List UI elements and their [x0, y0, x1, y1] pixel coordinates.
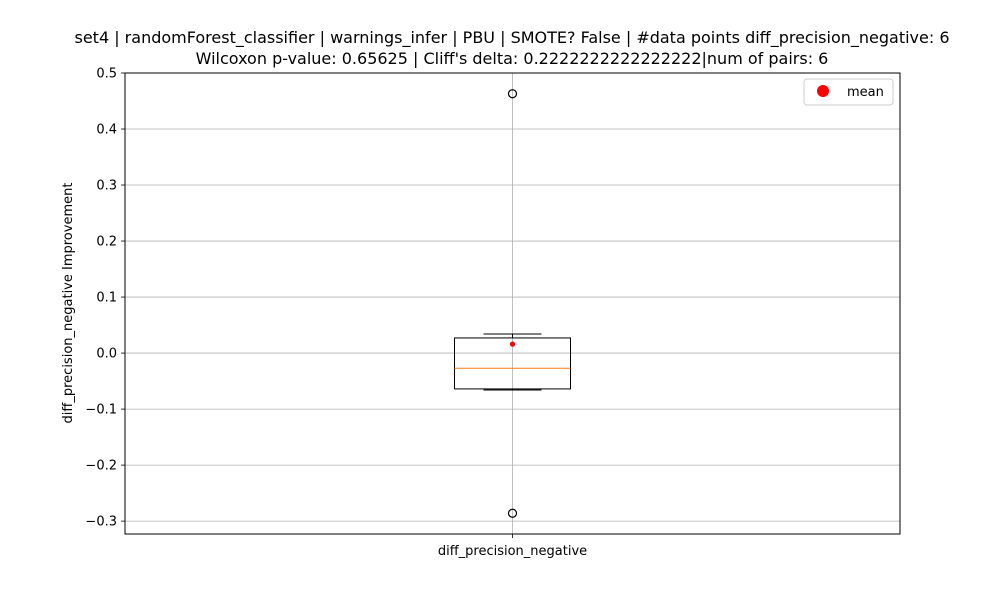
outlier-point — [507, 89, 518, 99]
y-tick-label: −0.3 — [85, 515, 117, 530]
legend-mean-label: mean — [847, 85, 884, 100]
y-tick-label: 0.4 — [96, 123, 117, 138]
legend-frame — [803, 78, 894, 106]
y-axis-label: diff_precision_negative Improvement — [61, 183, 76, 424]
legend: mean — [803, 78, 894, 106]
outlier-point — [507, 508, 518, 518]
chart-title-line-2: Wilcoxon p-value: 0.65625 | Cliff's delt… — [196, 49, 829, 68]
interquartile-box — [454, 337, 571, 390]
y-tick-label: 0.5 — [96, 67, 117, 82]
box-layer — [454, 89, 571, 518]
y-tick-label: 0.1 — [96, 291, 117, 306]
y-tick-label: 0.0 — [96, 347, 117, 362]
y-axis-ticks: 0.5 0.4 0.3 0.2 0.1 0.0 −0.1 −0.2 −0.3 — [85, 67, 125, 530]
legend-mean-marker — [817, 85, 829, 97]
y-tick-label: −0.1 — [85, 403, 117, 418]
mean-marker — [509, 341, 516, 347]
y-tick-label: 0.3 — [96, 179, 117, 194]
x-tick-label: diff_precision_negative — [438, 544, 587, 559]
y-tick-label: 0.2 — [96, 235, 117, 250]
grid-lines — [125, 72, 900, 534]
x-axis-ticks: diff_precision_negative — [438, 534, 587, 559]
chart-title-line-1: set4 | randomForest_classifier | warning… — [74, 28, 949, 48]
y-tick-label: −0.2 — [85, 459, 117, 474]
